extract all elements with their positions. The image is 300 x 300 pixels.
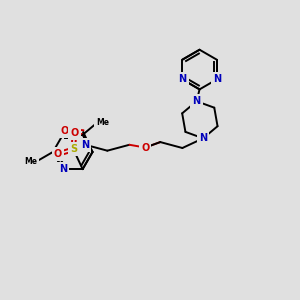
Text: N: N bbox=[199, 133, 207, 143]
Text: O: O bbox=[54, 149, 62, 159]
Text: Me: Me bbox=[24, 157, 38, 166]
Text: S: S bbox=[70, 144, 77, 154]
Text: N: N bbox=[81, 140, 89, 150]
Text: O: O bbox=[141, 142, 149, 153]
Text: N: N bbox=[59, 164, 67, 174]
Text: N: N bbox=[193, 96, 201, 106]
Text: N: N bbox=[178, 74, 187, 85]
Text: Me: Me bbox=[96, 118, 109, 127]
Text: N: N bbox=[213, 74, 221, 85]
Text: O: O bbox=[70, 128, 79, 138]
Text: O: O bbox=[61, 126, 69, 136]
